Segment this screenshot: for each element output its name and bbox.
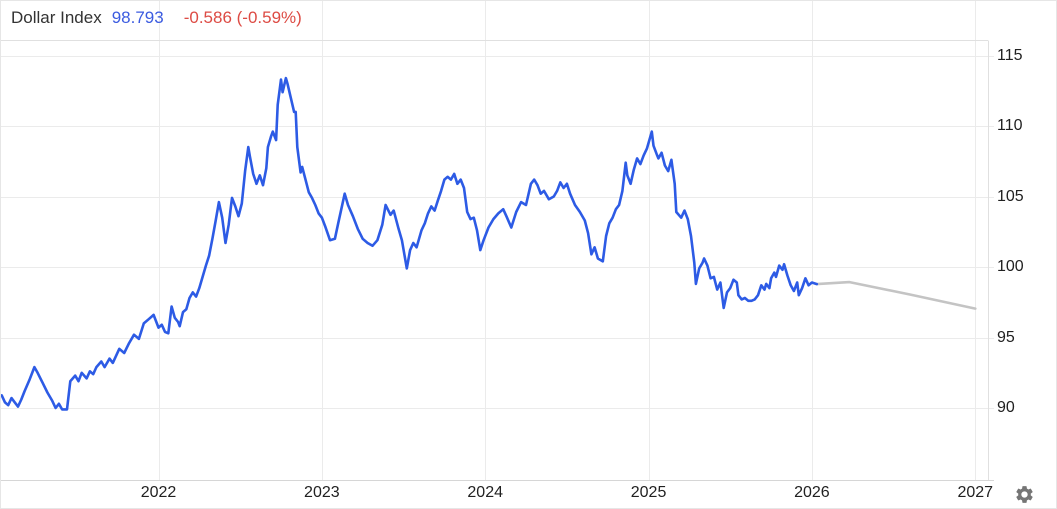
x-tick-label: 2023 — [304, 484, 340, 501]
x-tick-label: 2026 — [794, 484, 830, 501]
y-tick-label: 115 — [997, 46, 1023, 64]
instrument-title: Dollar Index — [11, 8, 102, 27]
instrument-change: -0.586 (-0.59%) — [183, 8, 302, 27]
settings-gear-icon[interactable] — [1014, 484, 1035, 505]
y-tick-label: 105 — [997, 187, 1024, 205]
y-tick-label: 110 — [997, 117, 1023, 134]
y-tick-label: 90 — [997, 399, 1015, 416]
chart-header: Dollar Index 98.793 -0.586 (-0.59%) — [11, 7, 302, 29]
gear-icon — [1016, 486, 1033, 503]
x-tick-label: 2022 — [140, 484, 177, 501]
x-tick-label: 2027 — [957, 484, 994, 501]
forecast-line — [815, 280, 977, 310]
x-tick-label: 2024 — [467, 484, 503, 501]
x-tick-label: 2025 — [630, 484, 667, 501]
price-line — [1, 76, 819, 411]
y-tick-label: 95 — [997, 328, 1015, 346]
instrument-last-price: 98.793 — [111, 8, 164, 27]
y-tick-label: 100 — [997, 258, 1024, 275]
